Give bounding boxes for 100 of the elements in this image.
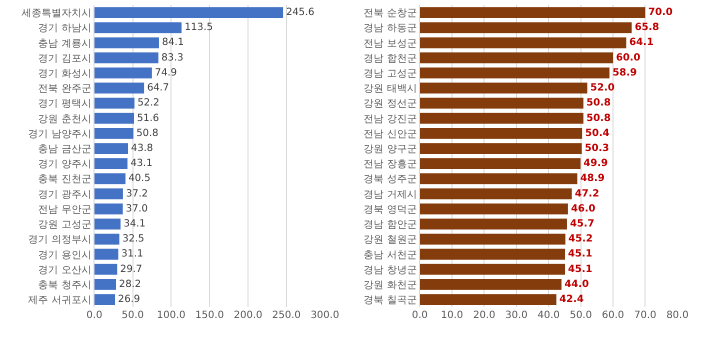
y-tick-label: 충남 서천군	[364, 250, 417, 261]
bar	[420, 173, 578, 184]
bar	[420, 68, 610, 78]
bar	[94, 22, 182, 34]
bar	[420, 188, 572, 200]
y-tick-label: 전북 순창군	[364, 8, 417, 20]
y-tick-label: 경기 김포시	[38, 53, 92, 64]
y-tick-label: 제주 서귀포시	[28, 295, 92, 306]
bar	[94, 98, 134, 109]
y-tick-label: 경남 창녕군	[364, 264, 417, 276]
bar	[420, 248, 566, 260]
data-label: 84.1	[162, 37, 184, 48]
y-tick-label: 경기 광주시	[38, 189, 92, 200]
y-tick-label: 강원 양구군	[364, 144, 417, 156]
x-tick-label: 150.0	[195, 310, 224, 322]
x-tick-label: 80.0	[666, 310, 689, 322]
bar	[94, 234, 120, 245]
x-tick-label: 100.0	[156, 310, 186, 322]
y-tick-label: 경남 함안군	[364, 220, 417, 231]
y-tick-label: 경기 화성시	[38, 68, 92, 80]
bar	[94, 112, 134, 124]
y-tick-label: 전남 장흥군	[364, 159, 417, 170]
bar	[420, 98, 584, 109]
x-tick-label: 10.0	[440, 310, 464, 322]
data-label: 52.0	[590, 82, 615, 94]
bar	[420, 112, 584, 124]
bar	[420, 82, 588, 94]
y-tick-label: 강원 화천군	[364, 280, 417, 291]
bar	[420, 128, 582, 139]
bar	[94, 143, 128, 154]
bar	[420, 264, 566, 275]
data-label: 49.9	[584, 158, 608, 170]
data-label: 70.0	[648, 7, 673, 18]
y-tick-label: 전남 보성군	[364, 38, 417, 50]
y-tick-label: 세종특별자치시	[21, 8, 92, 20]
bar	[94, 203, 123, 214]
data-label: 50.3	[584, 142, 610, 154]
data-label: 48.9	[580, 173, 605, 184]
data-label: 50.8	[136, 128, 158, 139]
data-label: 52.2	[137, 98, 160, 109]
x-tick-label: 0.0	[86, 310, 102, 322]
y-tick-label: 강원 태백시	[364, 84, 417, 95]
y-tick-label: 경북 성주군	[364, 174, 417, 186]
x-tick-label: 30.0	[505, 310, 528, 322]
bar	[420, 234, 566, 245]
x-tick-label: 250.0	[272, 310, 301, 322]
y-tick-label: 경기 오산시	[38, 264, 92, 276]
x-tick-label: 300.0	[310, 310, 340, 322]
data-label: 47.2	[574, 188, 600, 200]
y-tick-label: 강원 고성군	[38, 220, 92, 231]
data-label: 58.9	[612, 67, 638, 78]
data-label: 29.7	[120, 264, 142, 275]
y-tick-label: 경남 하동군	[364, 23, 417, 34]
bar	[420, 22, 632, 34]
bar	[94, 128, 134, 139]
y-tick-label: 충북 진천군	[38, 174, 92, 186]
x-tick-label: 200.0	[234, 310, 262, 322]
data-label: 60.0	[616, 52, 641, 64]
y-tick-label: 충남 금산군	[38, 144, 92, 156]
bar	[94, 279, 116, 290]
data-label: 43.1	[130, 158, 152, 170]
bar	[94, 52, 158, 64]
y-tick-label: 충남 계룡시	[38, 38, 92, 50]
x-tick-label: 60.0	[602, 310, 624, 322]
x-tick-label: 50.0	[570, 310, 592, 322]
y-tick-label: 경기 양주시	[38, 159, 92, 170]
bar	[94, 173, 126, 184]
x-tick-label: 70.0	[634, 310, 656, 322]
bar	[420, 37, 626, 48]
data-label: 43.8	[131, 142, 154, 154]
y-tick-label: 경북 칠곡군	[364, 295, 417, 306]
y-tick-label: 경북 영덕군	[364, 204, 417, 216]
y-tick-label: 경기 하남시	[38, 23, 92, 34]
data-label: 83.3	[161, 52, 184, 64]
data-label: 74.9	[154, 67, 177, 78]
data-label: 64.7	[147, 82, 170, 94]
bar	[420, 7, 646, 18]
bar	[94, 68, 152, 78]
data-label: 40.5	[128, 173, 150, 184]
data-label: 50.8	[586, 98, 611, 109]
data-label: 44.0	[564, 278, 590, 290]
data-label: 34.1	[124, 218, 146, 230]
bar	[94, 158, 128, 170]
data-label: 45.7	[570, 218, 594, 230]
y-tick-label: 경기 남양주시	[28, 128, 92, 140]
bar	[420, 158, 580, 170]
bar	[94, 37, 159, 48]
bar	[94, 82, 144, 94]
bar	[94, 188, 123, 200]
bar	[94, 248, 118, 260]
y-tick-label: 전남 무안군	[38, 204, 92, 216]
data-label: 42.4	[559, 294, 584, 306]
data-label: 26.9	[118, 294, 140, 306]
bar	[420, 279, 562, 290]
bar	[94, 218, 121, 230]
y-tick-label: 경기 의정부시	[28, 234, 92, 246]
data-label: 50.8	[586, 112, 611, 124]
data-label: 31.1	[121, 248, 144, 260]
data-label: 50.4	[585, 128, 610, 139]
y-tick-label: 경남 합천군	[364, 53, 417, 64]
